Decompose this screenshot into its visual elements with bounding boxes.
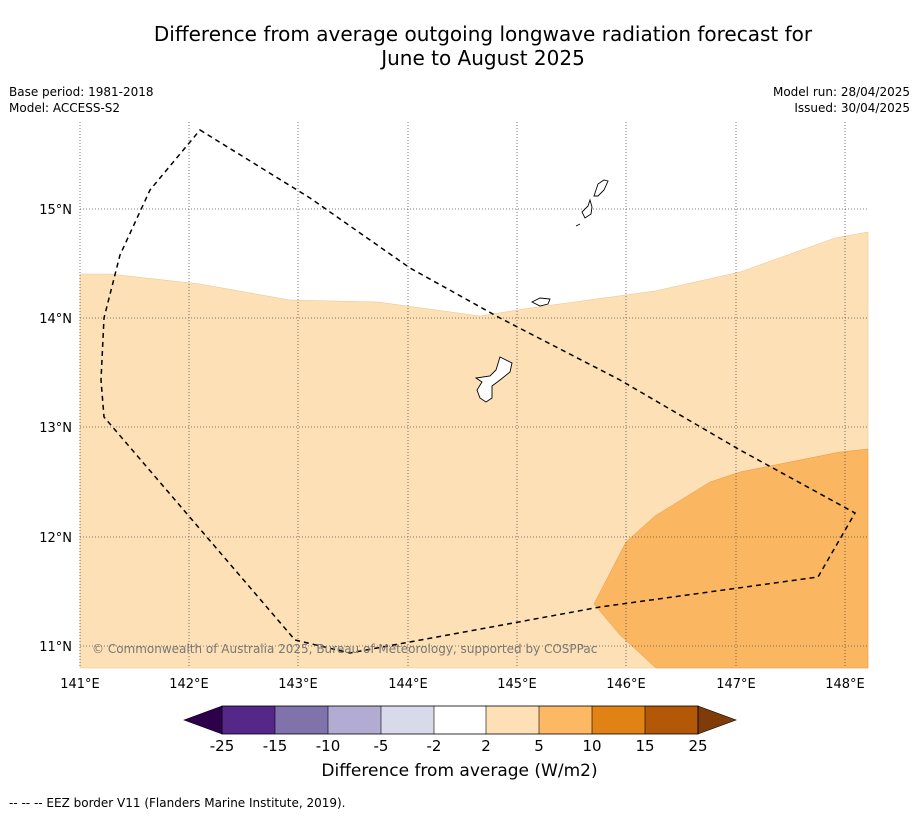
lat-tick-15n: 15°N [39, 203, 72, 218]
colorbar-bin-1 [222, 706, 275, 734]
island-saipan [593, 179, 609, 197]
colorbar-label-15: 15 [635, 737, 654, 755]
colorbar-label-10: 10 [582, 737, 601, 755]
colorbar-bin-9 [645, 706, 698, 734]
colorbar-bin-7 [539, 706, 592, 734]
colorbar-extend-low [183, 705, 223, 735]
model-name: Model: ACCESS-S2 [9, 101, 121, 115]
colorbar-label-25: 25 [688, 737, 707, 755]
lon-tick-147e: 147°E [716, 677, 756, 692]
colorbar-label-m25: -25 [210, 737, 235, 755]
island-guam [474, 356, 513, 403]
meta-left: Base period: 1981-2018 Model: ACCESS-S2 [9, 84, 154, 116]
lon-tick-143e: 143°E [278, 677, 318, 692]
lat-tick-12n: 12°N [39, 531, 72, 546]
map-title: Difference from average outgoing longwav… [100, 22, 866, 70]
lon-tick-148e: 148°E [825, 677, 865, 692]
lat-tick-14n: 14°N [39, 312, 72, 327]
colorbar-bin-4 [381, 706, 434, 734]
colorbar-bin-3 [328, 706, 381, 734]
colorbar-label-m10: -10 [316, 737, 341, 755]
colorbar-label-m5: -5 [374, 737, 389, 755]
lon-tick-144e: 144°E [388, 677, 428, 692]
colorbar-bin-5 [434, 706, 486, 734]
meta-right: Model run: 28/04/2025 Issued: 30/04/2025 [773, 84, 910, 116]
title-line-2: June to August 2025 [381, 46, 585, 70]
anomaly-region-5-to-10 [593, 448, 869, 669]
island-tinian [581, 198, 593, 219]
lat-tick-labels: 15°N 14°N 13°N 12°N 11°N [39, 203, 72, 655]
colorbar-bin-6 [486, 706, 539, 734]
eez-border [100, 129, 857, 654]
lon-tick-142e: 142°E [169, 677, 209, 692]
lon-tick-labels: 141°E 142°E 143°E 144°E 145°E 146°E 147°… [60, 677, 865, 692]
colorbar-title: Difference from average (W/m2) [321, 761, 598, 781]
colorbar-label-2: 2 [481, 737, 491, 755]
colorbar: -25 -15 -10 -5 -2 2 5 10 15 25 [183, 705, 737, 755]
island-rota [530, 297, 551, 307]
base-period: Base period: 1981-2018 [9, 85, 154, 99]
eez-footnote: -- -- -- EEZ border V11 (Flanders Marine… [9, 796, 346, 810]
colorbar-label-m15: -15 [263, 737, 288, 755]
issued-date: Issued: 30/04/2025 [794, 101, 910, 115]
colorbar-bin-2 [275, 706, 328, 734]
map-gridlines [79, 122, 868, 668]
map-figure: © Commonwealth of Australia 2025, Bureau… [39, 122, 869, 755]
islands [474, 179, 609, 403]
colorbar-label-m2: -2 [427, 737, 442, 755]
colorbar-bin-8 [592, 706, 645, 734]
colorbar-extend-high [697, 705, 737, 735]
lon-tick-146e: 146°E [606, 677, 646, 692]
lon-tick-145e: 145°E [497, 677, 537, 692]
lon-tick-141e: 141°E [60, 677, 100, 692]
island-aguijan [575, 223, 581, 227]
model-run: Model run: 28/04/2025 [772, 85, 910, 99]
colorbar-label-5: 5 [534, 737, 544, 755]
lat-tick-11n: 11°N [39, 640, 72, 655]
map-copyright: © Commonwealth of Australia 2025, Bureau… [92, 642, 597, 656]
title-line-1: Difference from average outgoing longwav… [153, 22, 813, 46]
lat-tick-13n: 13°N [39, 421, 72, 436]
